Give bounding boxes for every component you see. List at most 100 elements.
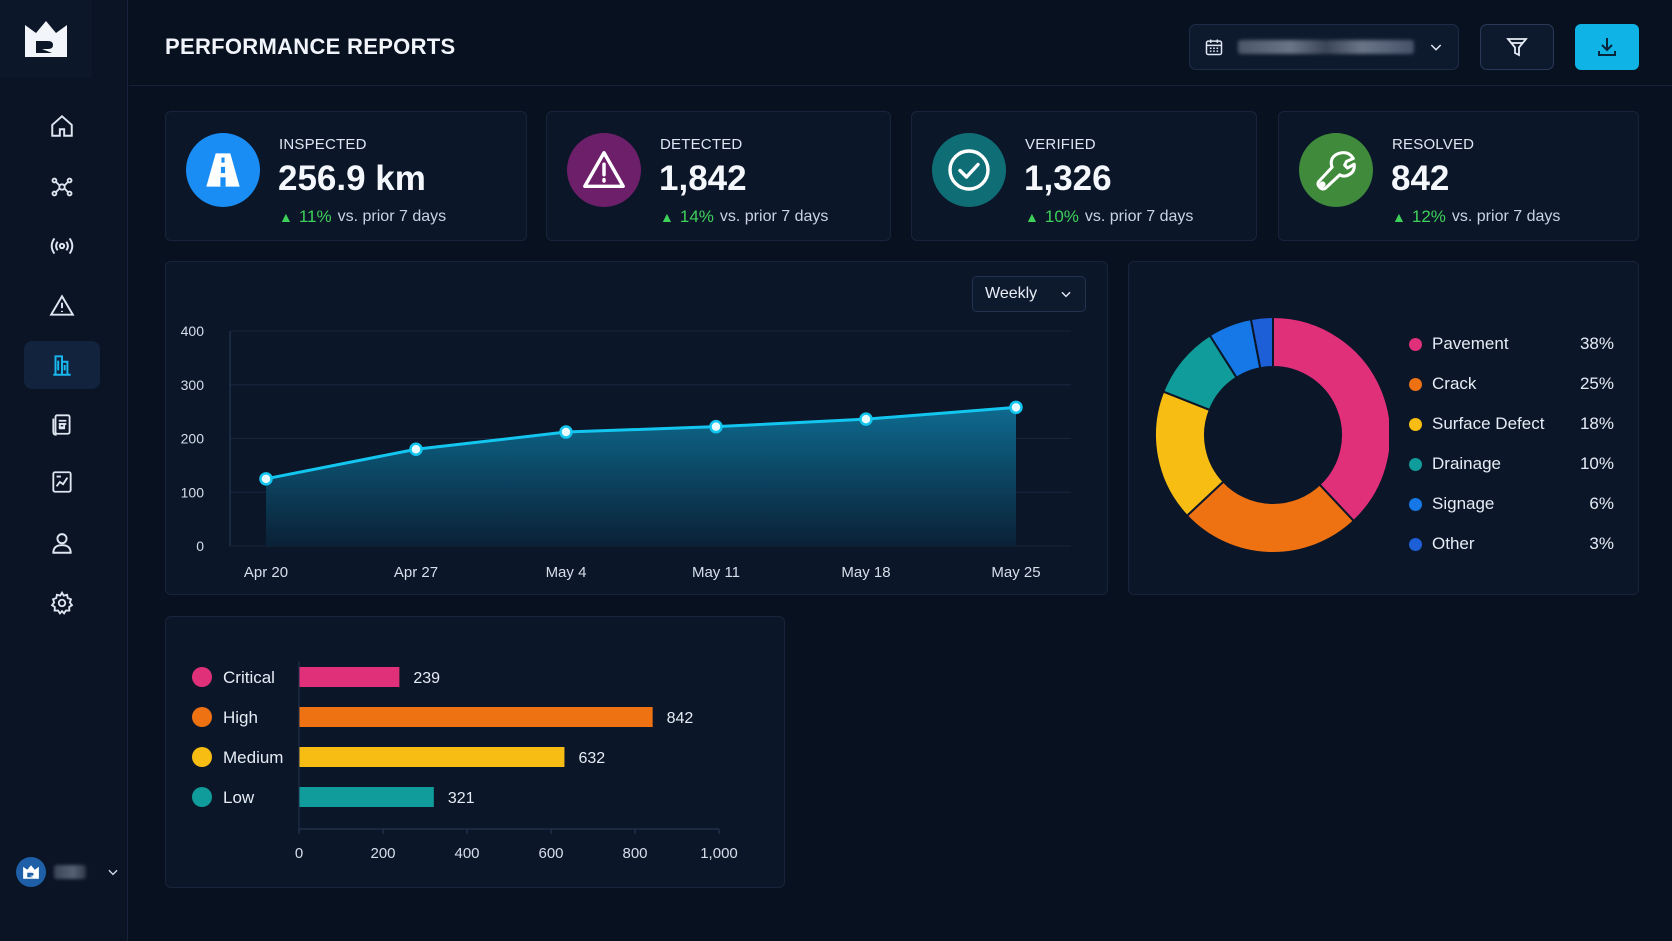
- sidebar-item-analytics[interactable]: [24, 458, 100, 506]
- kpi-value: 842: [1391, 159, 1450, 198]
- kpi-delta-percent: 14%: [679, 207, 714, 226]
- legend-item[interactable]: Drainage 10%: [1409, 452, 1614, 476]
- bar-value-label: 321: [448, 790, 475, 807]
- analytics-icon: [52, 471, 72, 493]
- legend-swatch: [1409, 337, 1422, 351]
- header: PERFORMANCE REPORTS: [129, 0, 1672, 86]
- bar-value-label: 632: [578, 750, 605, 767]
- data-point[interactable]: [559, 425, 573, 439]
- kpi-delta-text: vs. prior 7 days: [337, 208, 447, 225]
- x-tick-label: 600: [538, 845, 563, 862]
- legend-percent: 10%: [1579, 454, 1614, 473]
- kpi-delta-percent: 11%: [298, 207, 332, 226]
- category-dot: [192, 667, 212, 687]
- filter-button[interactable]: [1480, 24, 1554, 70]
- sidebar-item-alerts[interactable]: [24, 282, 100, 330]
- donut-slice[interactable]: [1272, 315, 1389, 523]
- data-point[interactable]: [1009, 400, 1023, 415]
- category-dot: [192, 787, 212, 807]
- sidebar-item-home[interactable]: [24, 102, 100, 150]
- series-line: [265, 405, 1017, 481]
- kpi-delta: ▲ 14% vs. prior 7 days: [660, 207, 828, 227]
- sidebar-item-documents[interactable]: [24, 400, 100, 448]
- sidebar-item-broadcast[interactable]: [24, 222, 100, 270]
- data-point[interactable]: [409, 442, 423, 456]
- up-arrow-icon: ▲: [660, 209, 674, 225]
- category-dot: [192, 707, 212, 727]
- category-label: High: [223, 708, 258, 727]
- date-range-picker[interactable]: [1189, 24, 1459, 70]
- kpi-card-verified[interactable]: VERIFIED 1,326 ▲ 10% vs. prior 7 days: [911, 111, 1257, 241]
- legend-swatch: [1409, 537, 1422, 551]
- kpi-delta-percent: 12%: [1411, 207, 1446, 226]
- sidebar-item-reports[interactable]: [24, 341, 100, 389]
- sidebar-item-users[interactable]: [24, 519, 100, 567]
- sidebar-item-settings[interactable]: [24, 579, 100, 627]
- bar[interactable]: [299, 787, 434, 807]
- warning-icon: [49, 294, 75, 316]
- logo[interactable]: [0, 0, 92, 78]
- legend-swatch: [1409, 497, 1422, 511]
- donut-slice[interactable]: [1249, 315, 1274, 370]
- kpi-delta-percent: 10%: [1044, 207, 1079, 226]
- calendar-icon: [1205, 39, 1223, 56]
- settings-icon: [50, 590, 74, 615]
- legend-item[interactable]: Other 3%: [1409, 532, 1614, 556]
- legend-item[interactable]: Signage 6%: [1409, 492, 1614, 516]
- legend-percent: 3%: [1589, 534, 1614, 553]
- bar[interactable]: [299, 747, 565, 767]
- chevron-down-icon: [1061, 291, 1071, 298]
- kpi-card-inspected[interactable]: INSPECTED 256.9 km ▲ 11% vs. prior 7 day…: [165, 111, 527, 241]
- download-button[interactable]: [1575, 24, 1639, 70]
- data-point[interactable]: [709, 419, 723, 434]
- wrench-icon: [1316, 151, 1356, 191]
- x-tick-label: May 18: [841, 564, 890, 581]
- category-label: Low: [223, 788, 255, 807]
- data-point[interactable]: [859, 412, 873, 426]
- legend-label: Drainage: [1432, 454, 1501, 473]
- kpi-delta-text: vs. prior 7 days: [1451, 208, 1561, 225]
- date-range-redacted: [1238, 40, 1414, 54]
- kpi-card-detected[interactable]: DETECTED 1,842 ▲ 14% vs. prior 7 days: [546, 111, 891, 241]
- legend-item[interactable]: Pavement 38%: [1409, 332, 1614, 356]
- up-arrow-icon: ▲: [1392, 209, 1406, 225]
- kpi-icon-bg: [567, 133, 641, 207]
- period-select[interactable]: Weekly: [972, 276, 1086, 312]
- legend-item[interactable]: Crack 25%: [1409, 372, 1614, 396]
- x-tick-label: May 4: [546, 564, 587, 581]
- kpi-label: VERIFIED: [1025, 136, 1096, 153]
- bar[interactable]: [299, 707, 653, 727]
- kpi-card-resolved[interactable]: RESOLVED 842 ▲ 12% vs. prior 7 days: [1278, 111, 1639, 241]
- severity-panel: Critical 239 High 842 Medium 632 Low 321 0 200 400…: [165, 616, 785, 888]
- x-tick-label: Apr 27: [394, 564, 438, 581]
- area-fill: [266, 407, 1016, 546]
- donut-slice[interactable]: [1185, 480, 1356, 554]
- data-point[interactable]: [259, 472, 273, 486]
- legend-label: Crack: [1432, 374, 1477, 393]
- y-tick-label: 200: [181, 431, 205, 447]
- user-menu[interactable]: [16, 856, 120, 888]
- sidebar-item-network[interactable]: [24, 163, 100, 211]
- period-select-value: Weekly: [985, 285, 1038, 302]
- legend-item[interactable]: Surface Defect 18%: [1409, 412, 1614, 436]
- network-icon: [51, 177, 73, 197]
- x-tick-label: Apr 20: [244, 564, 288, 581]
- x-tick-label: May 25: [991, 564, 1040, 581]
- bar[interactable]: [299, 667, 400, 687]
- severity-bar-chart: Critical 239 High 842 Medium 632 Low 321 0 200 400…: [192, 661, 738, 862]
- kpi-icon-bg: [932, 133, 1006, 207]
- up-arrow-icon: ▲: [1025, 209, 1039, 225]
- kpi-icon-bg: [1299, 133, 1373, 207]
- x-tick-label: 400: [454, 845, 479, 862]
- broadcast-icon: [50, 237, 74, 255]
- kpi-delta: ▲ 10% vs. prior 7 days: [1025, 207, 1193, 227]
- legend-swatch: [1409, 417, 1422, 431]
- download-icon: [1598, 38, 1616, 56]
- legend-label: Surface Defect: [1432, 414, 1545, 433]
- x-tick-label: 0: [295, 845, 303, 862]
- user-icon: [52, 533, 72, 554]
- user-name-redacted: [54, 865, 86, 879]
- kpi-label: DETECTED: [660, 136, 743, 153]
- chevron-down-icon: [108, 869, 118, 876]
